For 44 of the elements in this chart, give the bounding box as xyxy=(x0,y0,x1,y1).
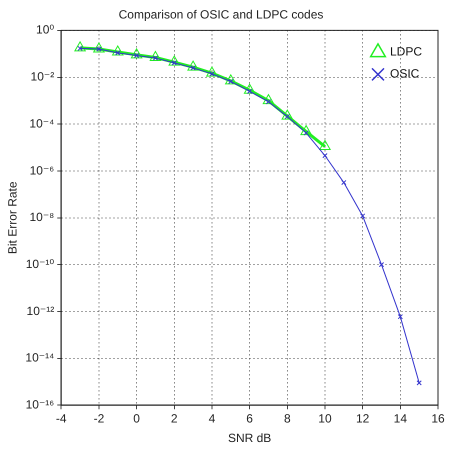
x-tick-label: 14 xyxy=(394,412,408,426)
point xyxy=(319,140,331,150)
x-tick-label: 0 xyxy=(133,412,140,426)
point xyxy=(282,110,293,120)
point xyxy=(262,94,274,104)
point xyxy=(244,84,256,94)
point xyxy=(74,41,86,52)
legend-label: OSIC xyxy=(390,66,420,81)
point xyxy=(93,42,105,53)
x-tick-label: 2 xyxy=(170,412,178,426)
y-tick-label: 10⁻² xyxy=(30,70,54,84)
point xyxy=(150,50,162,61)
point xyxy=(206,66,218,77)
y-tick-label: 10⁻¹⁰ xyxy=(26,256,54,271)
y-tick-label: 10⁻¹⁴ xyxy=(25,350,54,365)
y-tick-label: 10⁻⁴ xyxy=(29,116,54,130)
x-tick-label: 8 xyxy=(284,412,291,426)
legend-label: LDPC xyxy=(390,44,422,59)
y-tick-label: 10⁻⁸ xyxy=(29,210,54,224)
x-axis-title: SNR dB xyxy=(228,431,272,446)
point xyxy=(322,153,328,158)
y-tick-label: 10⁻⁶ xyxy=(30,163,54,178)
y-tick-label: 10⁰ xyxy=(36,22,54,37)
x-tick-label: 6 xyxy=(246,412,254,426)
x-tick-label: -2 xyxy=(94,412,105,426)
x-tick-label: 12 xyxy=(356,412,370,426)
chart-title: Comparison of OSIC and LDPC codes xyxy=(118,8,324,22)
point xyxy=(398,314,403,320)
point xyxy=(341,180,346,186)
x-tick-label: 10 xyxy=(318,412,332,426)
point xyxy=(168,56,180,66)
y-axis-title: Bit Error Rate xyxy=(6,181,20,254)
point xyxy=(360,213,366,219)
y-tick-label: 10⁻¹² xyxy=(26,304,54,318)
point xyxy=(112,45,124,56)
y-tick-label: 10⁻¹⁶ xyxy=(26,398,54,412)
x-tick-label: -4 xyxy=(56,412,67,426)
point xyxy=(378,262,384,268)
x-tick-label: 16 xyxy=(431,412,445,426)
point xyxy=(187,60,199,71)
point xyxy=(300,125,312,136)
x-tick-label: 4 xyxy=(208,412,216,426)
point xyxy=(130,48,142,58)
point xyxy=(225,74,236,84)
